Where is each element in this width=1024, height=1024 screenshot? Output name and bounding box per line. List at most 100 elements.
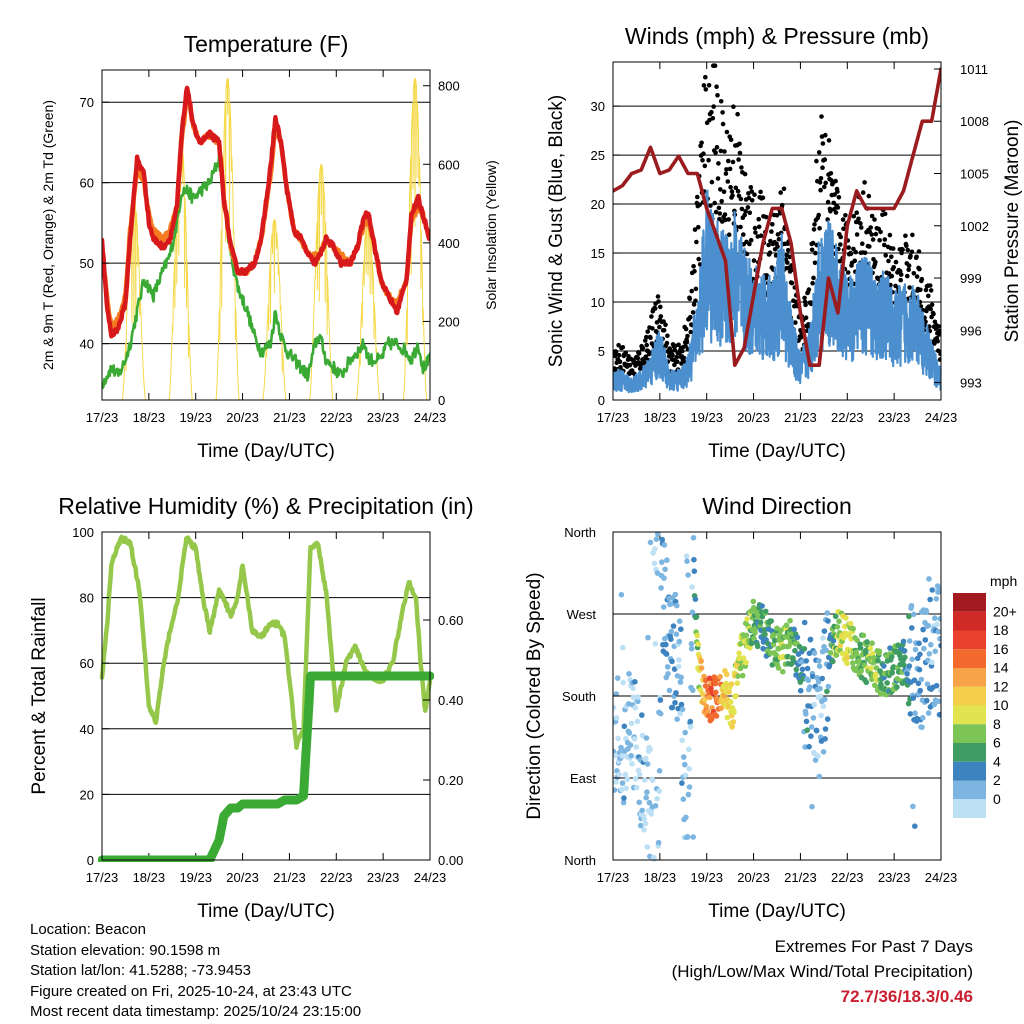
direction-point — [817, 685, 823, 692]
legend-label: 0 — [993, 791, 1001, 807]
direction-point — [682, 772, 689, 779]
direction-point — [772, 637, 778, 644]
gust-point — [785, 260, 790, 265]
direction-point — [935, 628, 941, 635]
y-tick-label: 60 — [80, 176, 94, 191]
gust-point — [616, 353, 622, 358]
gust-point — [914, 254, 919, 260]
x-tick-label: 18/23 — [133, 870, 166, 885]
gust-point — [749, 198, 755, 203]
x-tick-label: 19/23 — [690, 870, 723, 885]
direction-point — [644, 761, 651, 767]
gust-point — [735, 111, 740, 117]
x-tick-label: 21/23 — [784, 870, 817, 885]
direction-point — [847, 620, 854, 627]
direction-point — [676, 618, 683, 624]
direction-point — [663, 641, 669, 648]
gust-point — [720, 110, 725, 115]
direction-point — [860, 632, 867, 639]
latlon-text: Station lat/lon: 41.5288; -73.9453 — [30, 962, 252, 979]
series-2m-t — [102, 85, 430, 339]
y2-tick-label: 999 — [960, 271, 982, 286]
gust-point — [696, 224, 701, 230]
y-tick-label: 0 — [598, 393, 605, 408]
direction-point — [900, 638, 907, 645]
gust-point — [617, 359, 623, 365]
direction-point — [737, 665, 744, 671]
direction-point — [844, 660, 850, 667]
x-tick-label: 23/23 — [878, 410, 911, 425]
direction-point — [825, 618, 831, 624]
gust-point — [856, 216, 861, 222]
direction-point — [920, 715, 926, 721]
gust-point — [893, 259, 899, 265]
direction-point — [884, 680, 890, 686]
gust-point — [723, 171, 729, 176]
direction-point — [676, 657, 682, 663]
gust-point — [848, 251, 854, 256]
direction-point — [708, 685, 714, 692]
legend-swatch — [953, 799, 986, 818]
direction-point — [687, 718, 694, 725]
direction-point — [613, 691, 620, 697]
gust-point — [748, 237, 754, 243]
x-tick-label: 20/23 — [226, 410, 259, 425]
direction-point — [902, 654, 908, 661]
x-tick-label: 22/23 — [831, 410, 864, 425]
gust-point — [819, 114, 824, 119]
x-tick-label: 23/23 — [367, 870, 400, 885]
gust-point — [837, 258, 843, 264]
direction-point — [780, 668, 786, 675]
gust-point — [730, 159, 736, 165]
direction-point — [670, 623, 677, 629]
y-tick-label: 10 — [591, 295, 605, 310]
direction-point — [641, 816, 648, 822]
y2-tick-label: 800 — [438, 79, 460, 94]
gust-point — [813, 250, 818, 256]
direction-point — [694, 632, 700, 639]
gust-point — [760, 195, 766, 200]
gust-point — [835, 205, 841, 210]
direction-point — [691, 556, 697, 563]
gust-point — [789, 280, 795, 286]
gust-point — [927, 283, 933, 288]
direction-point — [912, 823, 918, 829]
y-tick-label: 40 — [80, 722, 94, 737]
direction-point — [881, 663, 887, 669]
direction-point — [844, 654, 851, 661]
extremes-values: 72.7/36/18.3/0.46 — [840, 987, 973, 1006]
gust-point — [806, 287, 812, 292]
direction-point — [690, 535, 697, 541]
gust-point — [697, 202, 702, 208]
direction-point — [651, 856, 657, 862]
gust-point — [817, 226, 822, 231]
direction-point — [926, 651, 933, 657]
direction-point — [652, 803, 659, 809]
gust-point — [736, 157, 741, 162]
gust-point — [681, 355, 687, 361]
gust-point — [692, 268, 697, 274]
gust-point — [882, 237, 888, 242]
gust-point — [756, 224, 762, 230]
direction-point — [743, 659, 749, 666]
direction-point — [810, 715, 817, 721]
direction-point — [675, 705, 681, 712]
direction-point — [827, 650, 834, 656]
extremes-subtitle: (High/Low/Max Wind/Total Precipitation) — [671, 962, 973, 981]
direction-point — [723, 671, 730, 678]
plot-border — [101, 69, 431, 401]
gust-point — [657, 324, 662, 330]
direction-point — [707, 694, 713, 701]
direction-point — [615, 735, 621, 742]
direction-point — [655, 531, 661, 537]
direction-point — [634, 718, 641, 725]
gust-point — [713, 209, 719, 215]
gust-point — [752, 192, 757, 197]
x-axis-label: Time (Day/UTC) — [708, 441, 846, 462]
gust-point — [918, 287, 923, 293]
direction-point — [646, 799, 653, 806]
gust-point — [658, 304, 663, 310]
gust-point — [715, 176, 721, 181]
direction-point — [799, 666, 806, 673]
